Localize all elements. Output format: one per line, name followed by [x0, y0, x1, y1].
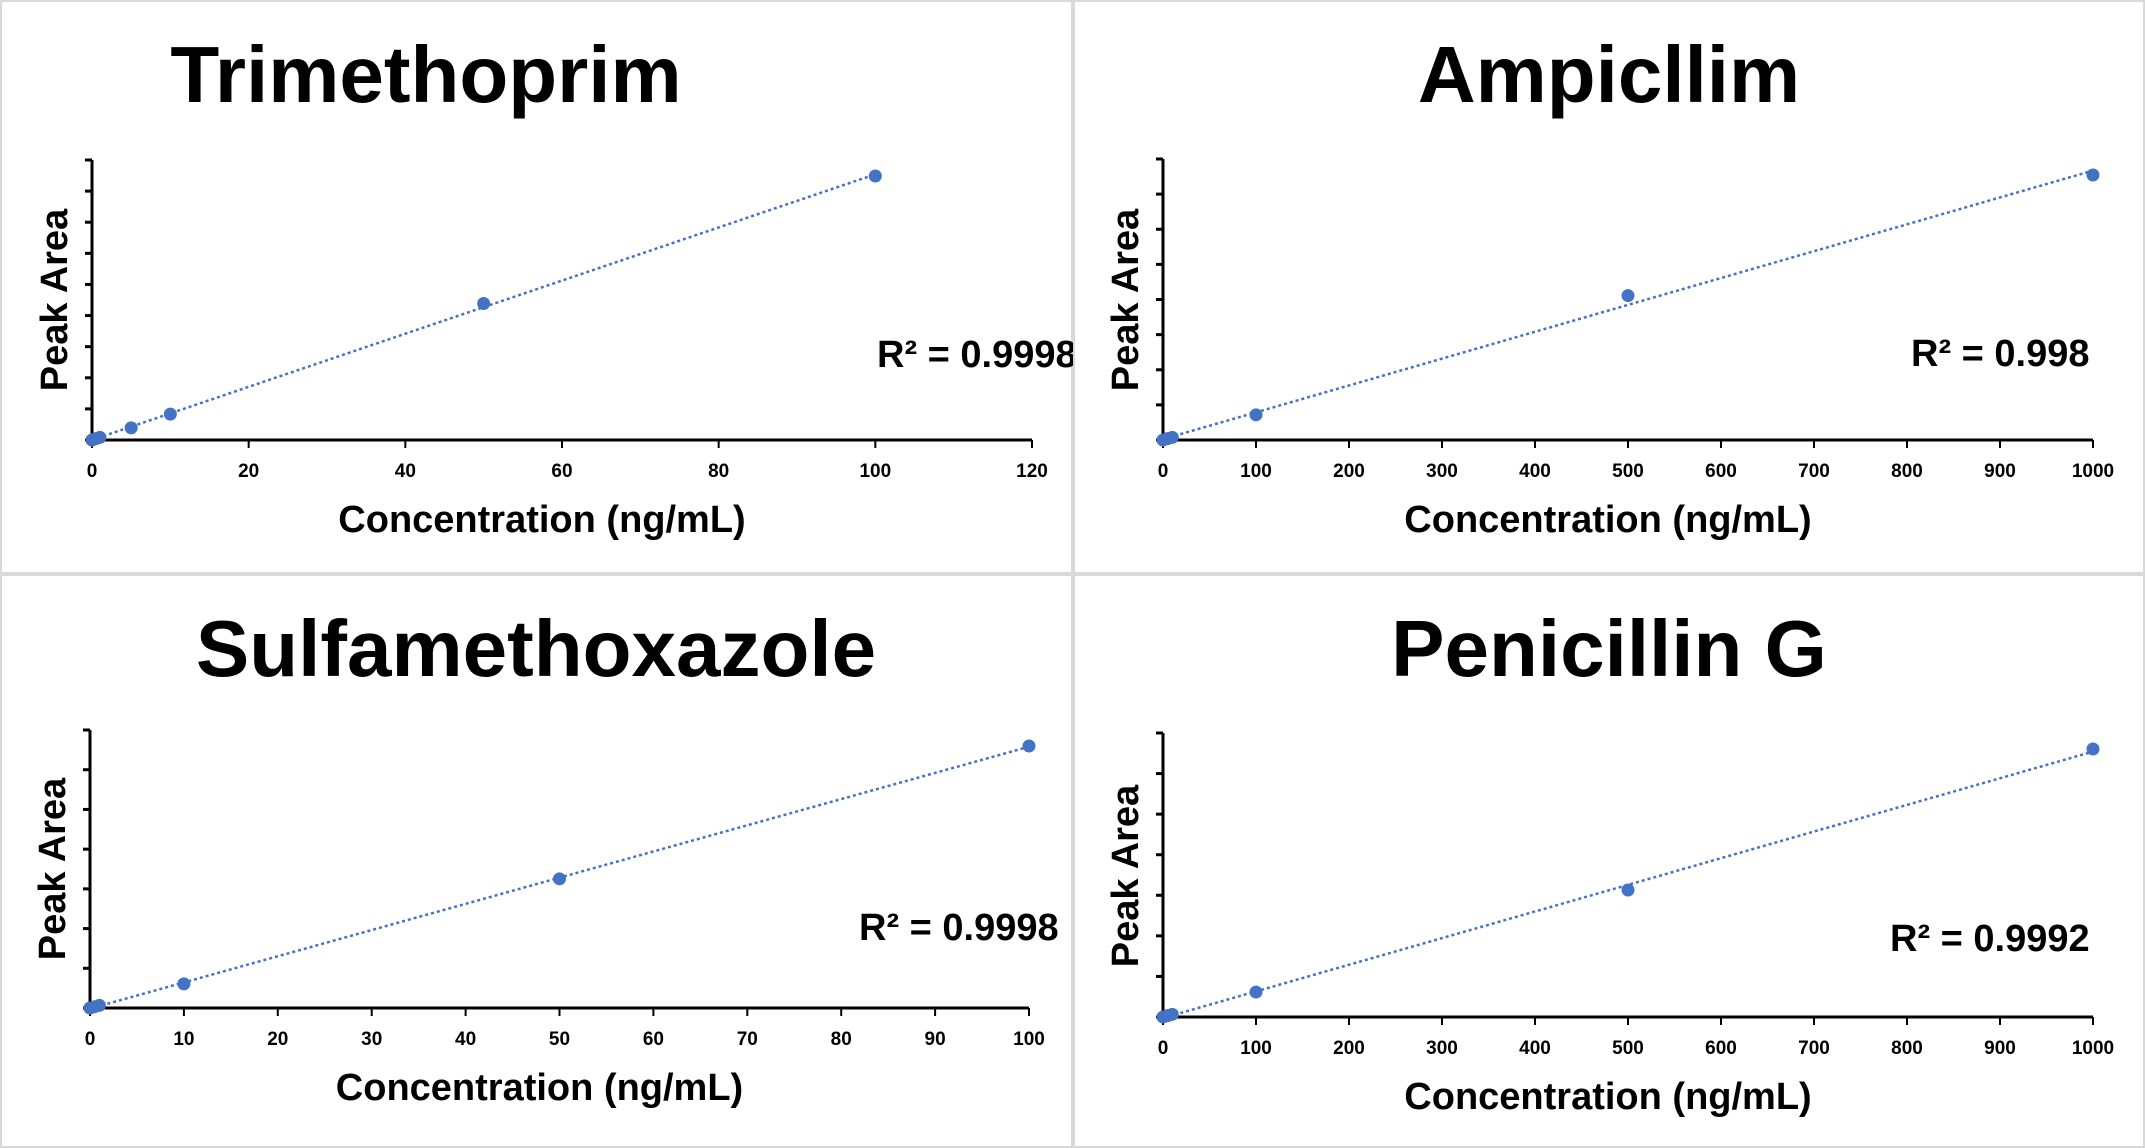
x-tick-label: 200 — [1333, 461, 1365, 482]
data-point — [1249, 408, 1263, 422]
data-point — [124, 421, 138, 435]
x-tick-label: 60 — [643, 1029, 664, 1050]
chart-panel-ampicllim: Ampicllim 0 100 200 300 400 500 600 700 800 900 100… — [1073, 0, 2145, 574]
data-point — [1165, 1007, 1179, 1021]
r-squared-label: R² = 0.998 — [1911, 333, 2090, 375]
x-tick-label: 600 — [1705, 461, 1737, 482]
chart-svg: Trimethoprim 0 20 40 60 80 100 120 Concentration… — [34, 30, 1077, 541]
data-point — [1621, 289, 1635, 303]
x-tick-label: 60 — [551, 461, 572, 482]
x-tick-label: 30 — [361, 1029, 382, 1050]
chart-title: Sulfamethoxazole — [196, 604, 876, 693]
x-tick-label: 300 — [1426, 461, 1458, 482]
data-point — [477, 297, 491, 311]
data-point — [2086, 168, 2100, 182]
x-tick-label: 40 — [395, 461, 416, 482]
chart-svg: Sulfamethoxazole 0 10 20 30 40 50 60 70 80 90 100 Co… — [32, 604, 1059, 1109]
x-tick-label: 200 — [1333, 1038, 1365, 1059]
x-tick-label: 700 — [1798, 461, 1830, 482]
x-tick-label: 80 — [708, 461, 729, 482]
y-axis-label: Peak Area — [1105, 208, 1147, 391]
x-tick-label: 100 — [1240, 461, 1272, 482]
data-point — [92, 998, 106, 1012]
data-point — [1165, 430, 1179, 444]
chart-svg: Ampicllim 0 100 200 300 400 500 600 700 800 900 100… — [1105, 30, 2114, 541]
chart-panel-sulfamethoxazole: Sulfamethoxazole 0 10 20 30 40 50 60 70 80 90 100 Co… — [0, 574, 1073, 1148]
x-tick-label: 700 — [1798, 1038, 1830, 1059]
data-point — [2086, 742, 2100, 756]
r-squared-label: R² = 0.9992 — [1890, 918, 2090, 960]
x-tick-label: 900 — [1984, 1038, 2016, 1059]
x-axis-label: Concentration (ng/mL) — [338, 499, 745, 541]
data-point — [177, 977, 191, 991]
data-point — [553, 872, 566, 886]
x-tick-label: 1000 — [2072, 1038, 2114, 1059]
x-tick-label: 0 — [1158, 461, 1169, 482]
data-point — [1249, 985, 1263, 999]
x-tick-label: 300 — [1426, 1038, 1458, 1059]
trendline — [1162, 750, 2094, 1020]
data-point — [1022, 739, 1036, 753]
data-point — [163, 407, 177, 421]
x-tick-label: 800 — [1891, 1038, 1923, 1059]
chart-panel-penicillin-g: Penicillin G 0 100 200 300 400 500 600 700 800 900… — [1073, 574, 2145, 1148]
x-axis-label: Concentration (ng/mL) — [1404, 499, 1811, 541]
x-tick-label: 400 — [1519, 1038, 1551, 1059]
r-squared-label: R² = 0.9998 — [877, 334, 1077, 376]
x-tick-label: 500 — [1612, 461, 1644, 482]
y-axis-label: Peak Area — [1105, 784, 1147, 967]
x-tick-label: 80 — [831, 1029, 852, 1050]
x-tick-label: 0 — [85, 1029, 96, 1050]
y-axis-label: Peak Area — [34, 208, 76, 391]
chart-title: Trimethoprim — [170, 30, 681, 119]
x-tick-label: 500 — [1612, 1038, 1644, 1059]
x-tick-label: 50 — [549, 1029, 570, 1050]
x-tick-label: 10 — [173, 1029, 194, 1050]
x-tick-label: 20 — [238, 461, 259, 482]
x-tick-label: 20 — [267, 1029, 288, 1050]
x-tick-label: 600 — [1705, 1038, 1737, 1059]
x-axis-label: Concentration (ng/mL) — [1404, 1076, 1811, 1118]
x-tick-label: 100 — [1240, 1038, 1272, 1059]
x-tick-label: 900 — [1984, 461, 2016, 482]
r-squared-label: R² = 0.9998 — [859, 907, 1059, 949]
x-tick-label: 400 — [1519, 461, 1551, 482]
x-tick-label: 800 — [1891, 461, 1923, 482]
x-tick-label: 0 — [1158, 1038, 1169, 1059]
chart-title: Ampicllim — [1418, 30, 1800, 119]
chart-panel-trimethoprim: Trimethoprim 0 20 40 60 80 100 120 Concentration… — [0, 0, 1077, 574]
x-tick-label: 90 — [925, 1029, 946, 1050]
trendline — [1162, 169, 2094, 441]
x-tick-label: 0 — [87, 461, 98, 482]
x-tick-label: 120 — [1016, 461, 1048, 482]
x-tick-label: 100 — [859, 461, 891, 482]
x-tick-label: 100 — [1013, 1029, 1045, 1050]
x-tick-label: 40 — [455, 1029, 476, 1050]
x-axis-label: Concentration (ng/mL) — [336, 1067, 743, 1109]
data-point — [1621, 883, 1635, 897]
x-tick-label: 70 — [737, 1029, 758, 1050]
data-point — [93, 430, 107, 444]
chart-svg: Penicillin G 0 100 200 300 400 500 600 700 800 900… — [1105, 604, 2114, 1118]
y-axis-label: Peak Area — [32, 777, 74, 960]
x-tick-label: 1000 — [2072, 461, 2114, 482]
data-point — [868, 169, 882, 183]
chart-title: Penicillin G — [1391, 604, 1827, 693]
